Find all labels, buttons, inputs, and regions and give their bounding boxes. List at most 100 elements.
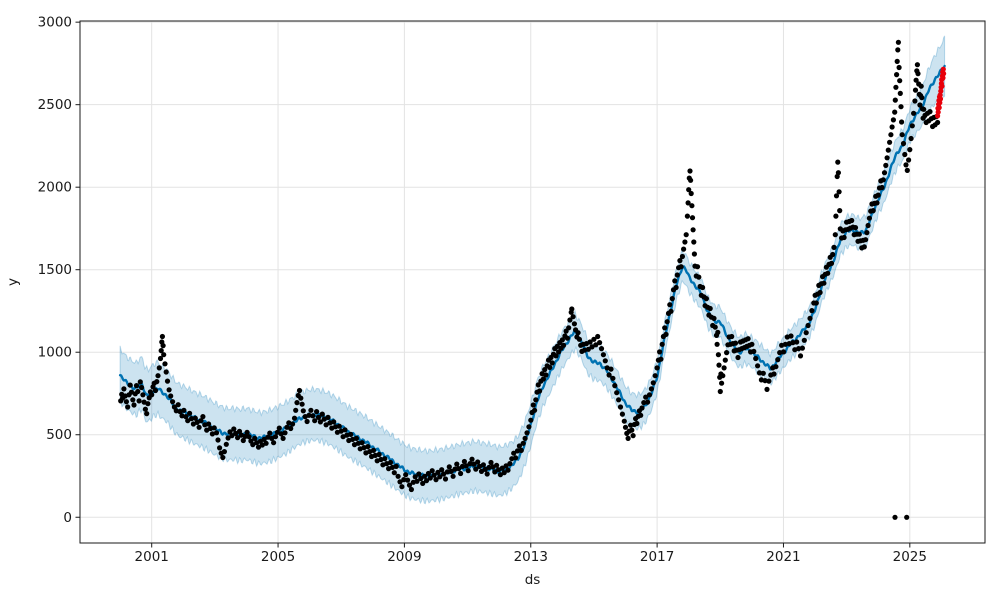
observed-point: [507, 461, 513, 467]
observed-point: [616, 397, 622, 403]
observed-point: [183, 414, 189, 420]
observed-point: [685, 200, 691, 206]
observed-point: [881, 170, 888, 176]
observed-point: [304, 418, 310, 425]
observed-point: [196, 424, 202, 430]
observed-point: [832, 232, 838, 238]
observed-point: [684, 213, 691, 219]
observed-point: [870, 208, 876, 214]
observed-point: [252, 435, 258, 441]
observed-point: [852, 225, 859, 231]
observed-point: [648, 386, 655, 392]
observed-point: [559, 337, 566, 343]
observed-point: [717, 388, 723, 395]
observed-point: [158, 348, 164, 354]
observed-point: [874, 200, 880, 206]
observed-point: [325, 414, 331, 420]
observed-point: [359, 440, 365, 446]
observed-point: [884, 155, 890, 161]
observed-point: [382, 456, 388, 462]
observed-point: [513, 455, 519, 461]
observed-point: [902, 151, 908, 158]
observed-point: [549, 360, 555, 366]
observed-point: [242, 433, 248, 439]
observed-point: [391, 470, 397, 476]
observed-point: [663, 331, 669, 337]
observed-point: [290, 421, 296, 427]
observed-point: [621, 418, 627, 424]
observed-point: [817, 289, 823, 296]
observed-point: [732, 340, 739, 346]
observed-point: [625, 435, 631, 441]
observed-point: [715, 329, 721, 335]
observed-point: [646, 392, 653, 398]
observed-point: [561, 342, 567, 348]
observed-point: [162, 361, 168, 367]
observed-point: [235, 435, 241, 441]
observed-point: [724, 350, 730, 356]
observed-point: [775, 357, 781, 363]
observed-point: [215, 437, 221, 443]
recent-point: [937, 96, 944, 102]
observed-point: [439, 467, 445, 473]
observed-point: [915, 71, 921, 77]
observed-point: [883, 162, 889, 168]
observed-point: [899, 119, 905, 125]
observed-point: [463, 463, 469, 469]
observed-point: [788, 333, 794, 339]
observed-point: [473, 466, 479, 472]
observed-point: [830, 251, 836, 258]
observed-point: [542, 367, 548, 373]
observed-point: [904, 514, 910, 520]
observed-point: [711, 315, 717, 321]
observed-point: [688, 177, 694, 183]
observed-point: [892, 97, 898, 103]
observed-point: [895, 47, 901, 53]
observed-point: [514, 448, 521, 454]
observed-point: [139, 384, 145, 391]
observed-point: [312, 418, 318, 424]
observed-point: [722, 357, 728, 363]
observed-point: [161, 352, 167, 358]
observed-point: [448, 468, 454, 474]
observed-point: [125, 404, 131, 410]
observed-point: [465, 468, 471, 474]
recent-point: [941, 71, 947, 77]
observed-point: [370, 447, 377, 453]
observed-point: [691, 251, 698, 257]
observed-point: [794, 339, 800, 345]
observed-point: [353, 435, 359, 441]
y-tick-label-500: 500: [46, 427, 72, 443]
observed-point: [163, 369, 169, 375]
observed-point: [526, 424, 532, 430]
observed-point: [155, 373, 161, 379]
observed-point: [896, 64, 902, 71]
observed-point: [564, 335, 571, 341]
observed-point: [863, 237, 869, 243]
observed-point: [716, 362, 722, 368]
observed-point: [600, 352, 607, 358]
observed-point: [403, 472, 409, 478]
observed-point: [674, 272, 680, 278]
observed-point: [221, 449, 227, 455]
observed-point: [387, 459, 394, 466]
observed-point: [638, 412, 644, 418]
observed-point: [764, 386, 770, 392]
observed-point: [903, 162, 909, 168]
observed-point: [160, 343, 166, 349]
observed-point: [522, 435, 528, 441]
observed-point: [566, 325, 572, 331]
observed-point: [598, 346, 605, 352]
y-tick-label-1000: 1000: [38, 345, 72, 361]
observed-point: [612, 383, 618, 389]
observed-point: [773, 364, 779, 370]
observed-point: [898, 104, 904, 110]
observed-point: [907, 147, 913, 153]
observed-point: [461, 458, 467, 465]
observed-point: [715, 352, 722, 358]
observed-point: [813, 300, 819, 306]
x-axis: 2001 2005 2009 2013 2017 2021 2025: [135, 543, 927, 565]
observed-point: [689, 203, 695, 209]
observed-point: [503, 463, 509, 469]
observed-point: [735, 354, 741, 361]
